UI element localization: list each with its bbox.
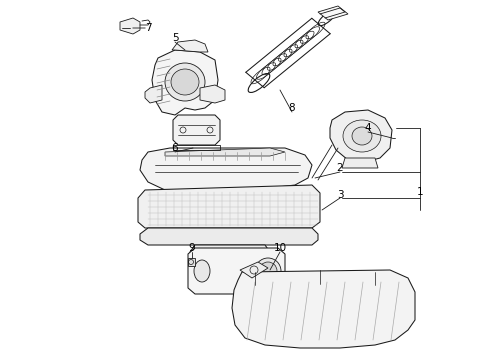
Polygon shape <box>173 115 220 145</box>
Ellipse shape <box>171 69 199 95</box>
Ellipse shape <box>165 63 205 101</box>
Polygon shape <box>138 185 320 228</box>
Polygon shape <box>172 40 208 52</box>
Text: 2: 2 <box>337 163 343 173</box>
Polygon shape <box>342 158 378 168</box>
Polygon shape <box>145 85 162 103</box>
Ellipse shape <box>352 127 372 145</box>
Text: 4: 4 <box>365 123 371 133</box>
Text: 1: 1 <box>416 187 423 197</box>
Polygon shape <box>240 262 268 278</box>
Ellipse shape <box>343 120 381 152</box>
Ellipse shape <box>194 260 210 282</box>
Polygon shape <box>120 18 140 34</box>
Polygon shape <box>140 148 312 192</box>
Ellipse shape <box>259 262 277 280</box>
Polygon shape <box>188 258 195 266</box>
Polygon shape <box>188 248 285 294</box>
Polygon shape <box>330 110 392 162</box>
Text: 8: 8 <box>289 103 295 113</box>
Text: 9: 9 <box>189 243 196 253</box>
Text: 7: 7 <box>145 23 151 33</box>
Polygon shape <box>152 50 218 115</box>
Text: 5: 5 <box>172 33 178 43</box>
Ellipse shape <box>255 258 281 284</box>
Polygon shape <box>318 6 348 20</box>
Text: 3: 3 <box>337 190 343 200</box>
Polygon shape <box>200 85 225 103</box>
Text: 6: 6 <box>172 143 178 153</box>
Polygon shape <box>232 270 415 348</box>
Polygon shape <box>140 228 318 245</box>
Text: 10: 10 <box>273 243 287 253</box>
Polygon shape <box>165 148 285 156</box>
Polygon shape <box>190 245 270 268</box>
